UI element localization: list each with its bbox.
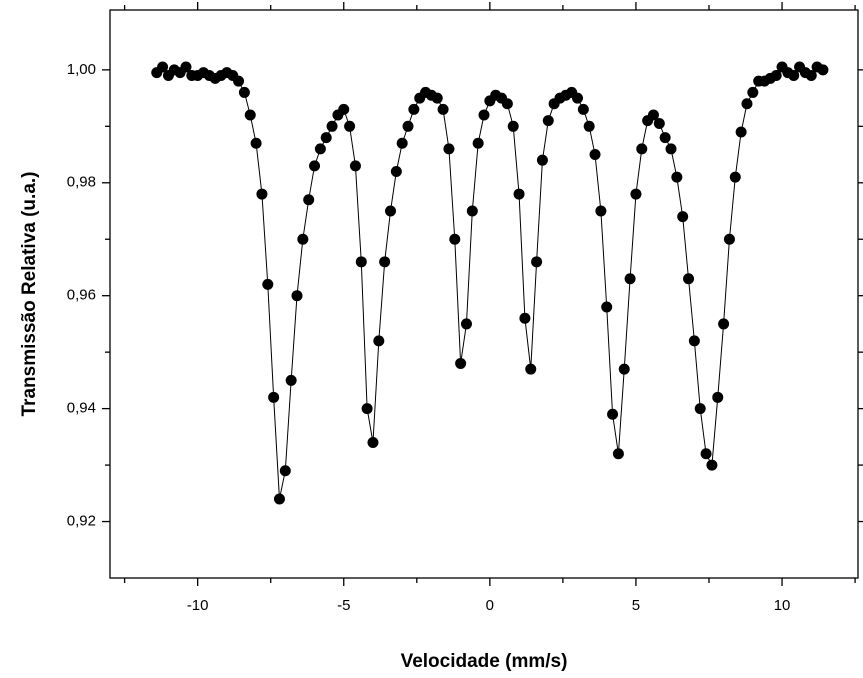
y-axis-label: Transmissão Relativa (u.a.) (19, 172, 40, 417)
data-point (659, 132, 671, 144)
plot-frame (109, 9, 859, 579)
data-point (157, 61, 169, 73)
data-point (268, 391, 280, 403)
data-point (612, 448, 624, 460)
data-point (712, 391, 724, 403)
x-tick-label: 5 (632, 597, 640, 614)
x-tick-label: 0 (486, 597, 494, 614)
data-point (355, 256, 367, 268)
data-point (285, 374, 297, 386)
data-point (688, 335, 700, 347)
data-point (478, 109, 490, 121)
y-tick-label: 0,98 (67, 174, 96, 191)
data-point (250, 137, 262, 149)
data-point (180, 61, 192, 73)
data-point (653, 117, 665, 129)
data-point (536, 154, 548, 166)
data-point (595, 205, 607, 217)
data-line (156, 66, 824, 500)
data-point (373, 335, 385, 347)
y-tick-label: 0,96 (67, 287, 96, 304)
data-point (233, 75, 245, 87)
data-point (706, 459, 718, 471)
data-point (256, 188, 268, 200)
data-point (636, 143, 648, 155)
data-point (741, 98, 753, 110)
data-point (542, 115, 554, 127)
x-tick-label: 10 (774, 597, 791, 614)
y-tick-label: 0,94 (67, 400, 96, 417)
data-point (624, 273, 636, 285)
data-point (379, 256, 391, 268)
data-point (314, 143, 326, 155)
data-point (367, 436, 379, 448)
data-point (770, 69, 782, 81)
data-point (531, 256, 543, 268)
data-point (583, 120, 595, 132)
data-point (431, 92, 443, 104)
data-point (513, 188, 525, 200)
data-point (437, 103, 449, 115)
data-point (443, 143, 455, 155)
data-point (472, 137, 484, 149)
data-point (344, 120, 356, 132)
data-point (291, 290, 303, 302)
data-point (279, 465, 291, 477)
data-point (677, 211, 689, 223)
data-point (385, 205, 396, 217)
data-point (572, 92, 583, 104)
data-point (607, 408, 619, 420)
data-point (455, 357, 467, 369)
data-point (507, 120, 519, 132)
data-point (238, 86, 250, 98)
data-point (718, 318, 730, 330)
data-point (466, 205, 478, 217)
data-point (326, 120, 338, 132)
data-point (408, 103, 420, 115)
data-point (817, 64, 829, 76)
y-tick-label: 1,00 (67, 61, 96, 78)
data-point (396, 137, 408, 149)
x-tick-label: -10 (187, 597, 209, 614)
data-point (309, 160, 321, 172)
data-point (349, 160, 361, 172)
data-point (805, 69, 817, 81)
data-point (694, 403, 706, 415)
data-point (729, 171, 741, 183)
data-point (630, 188, 642, 200)
data-point (589, 149, 601, 161)
data-point (723, 233, 735, 245)
data-point (449, 233, 461, 245)
data-point (320, 132, 332, 144)
data-point (297, 233, 309, 245)
data-point (618, 363, 630, 375)
data-point (361, 403, 373, 415)
data-point (519, 312, 531, 324)
data-point (735, 126, 747, 138)
data-point (747, 86, 759, 98)
data-point (525, 363, 537, 375)
data-point (244, 109, 256, 121)
data-point (460, 318, 472, 330)
data-point (788, 69, 800, 81)
y-tick-label: 0,92 (67, 513, 96, 530)
data-point (665, 143, 677, 155)
data-point (501, 98, 513, 110)
x-tick-label: -5 (337, 597, 350, 614)
data-point (273, 493, 285, 505)
data-point (303, 194, 315, 206)
data-point (683, 273, 695, 285)
data-point (402, 120, 414, 132)
data-point (601, 301, 613, 313)
data-point (700, 448, 712, 460)
data-point (338, 103, 350, 115)
x-axis-label: Velocidade (mm/s) (401, 651, 568, 672)
data-point (577, 103, 589, 115)
data-point (647, 109, 659, 121)
data-point (390, 165, 402, 177)
data-point (671, 171, 683, 183)
data-point (262, 278, 274, 290)
